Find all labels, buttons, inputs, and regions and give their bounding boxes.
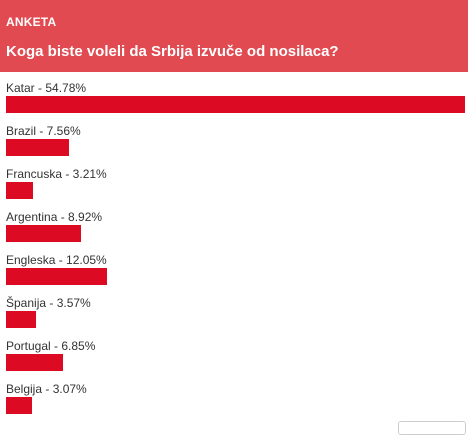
poll-option-bar bbox=[6, 225, 81, 242]
poll-option-bar-track bbox=[6, 139, 465, 156]
poll-option-bar-track bbox=[6, 225, 465, 242]
poll-question: Koga biste voleli da Srbija izvuče od no… bbox=[6, 43, 339, 60]
poll-option: Argentina - 8.92% bbox=[0, 208, 468, 251]
poll-option-label: Portugal - 6.85% bbox=[6, 339, 96, 353]
poll-option: Katar - 54.78% bbox=[0, 79, 468, 122]
poll-option-bar bbox=[6, 96, 465, 113]
poll-option-label: Brazil - 7.56% bbox=[6, 124, 81, 138]
poll-option: Španija - 3.57% bbox=[0, 294, 468, 337]
poll-option-label: Katar - 54.78% bbox=[6, 81, 87, 95]
poll-option-bar bbox=[6, 311, 36, 328]
poll-options: Katar - 54.78% Brazil - 7.56% Francuska - … bbox=[0, 79, 468, 423]
poll-option: Engleska - 12.05% bbox=[0, 251, 468, 294]
poll-option-bar bbox=[6, 354, 63, 371]
poll-option-bar bbox=[6, 397, 32, 414]
poll-option-bar bbox=[6, 182, 33, 199]
poll-option-bar bbox=[6, 268, 107, 285]
poll-option: Portugal - 6.85% bbox=[0, 337, 468, 380]
poll-option-label: Francuska - 3.21% bbox=[6, 167, 107, 181]
poll-option-bar-track bbox=[6, 268, 465, 285]
poll-option: Brazil - 7.56% bbox=[0, 122, 468, 165]
poll-option-label: Belgija - 3.07% bbox=[6, 382, 87, 396]
poll-more-button[interactable] bbox=[398, 421, 466, 435]
poll-option: Francuska - 3.21% bbox=[0, 165, 468, 208]
poll-option-bar-track bbox=[6, 354, 465, 371]
poll-header: ANKETA Koga biste voleli da Srbija izvuč… bbox=[0, 0, 468, 72]
poll-option-bar-track bbox=[6, 182, 465, 199]
poll-option-bar-track bbox=[6, 96, 465, 113]
poll-option-bar bbox=[6, 139, 69, 156]
poll-kicker: ANKETA bbox=[6, 15, 57, 29]
poll-option-label: Argentina - 8.92% bbox=[6, 210, 103, 224]
poll-option-label: Španija - 3.57% bbox=[6, 296, 91, 310]
poll-option: Belgija - 3.07% bbox=[0, 380, 468, 423]
poll-option-bar-track bbox=[6, 311, 465, 328]
poll-option-label: Engleska - 12.05% bbox=[6, 253, 107, 267]
poll-option-bar-track bbox=[6, 397, 465, 414]
